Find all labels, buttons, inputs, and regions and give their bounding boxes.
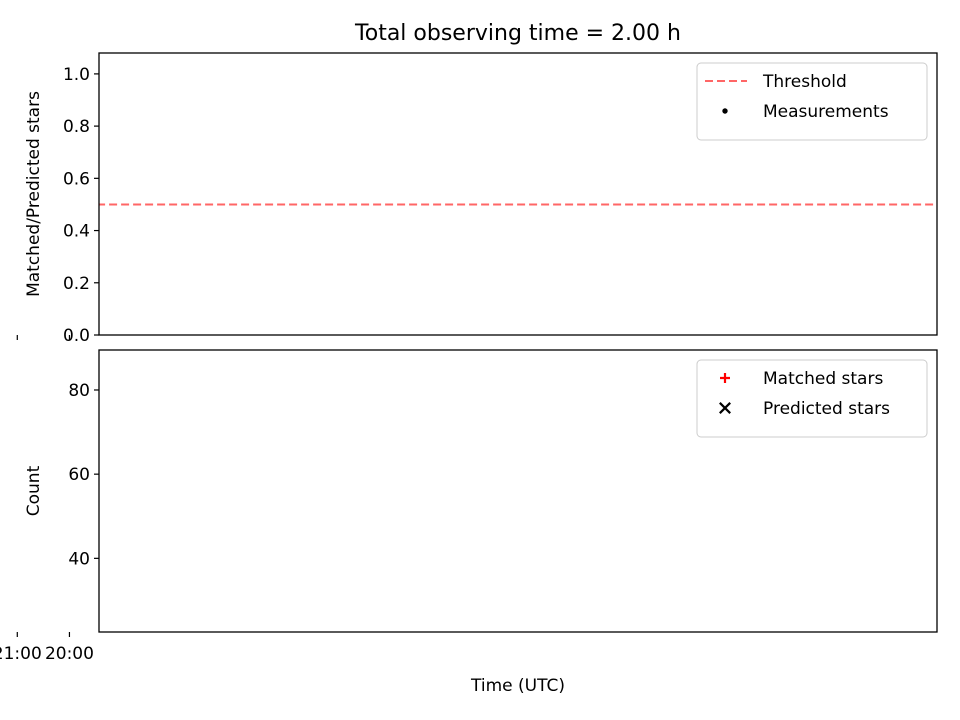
data-point bbox=[23, 423, 33, 433]
x-tick-label: 20:00 bbox=[45, 644, 94, 664]
bottom-series-matched-stars bbox=[0, 406, 90, 626]
data-point bbox=[57, 431, 67, 441]
y-tick-label: 80 bbox=[68, 381, 90, 401]
data-point bbox=[0, 570, 7, 580]
bottom-axes-frame bbox=[98, 349, 938, 633]
data-point bbox=[12, 332, 17, 337]
legend-box bbox=[696, 62, 928, 141]
top-plot-area bbox=[0, 79, 937, 337]
data-point bbox=[27, 448, 37, 458]
legend-entry-label: Predicted stars bbox=[763, 399, 890, 419]
top-plot-panel: 0.0 0.2 0.4 0.6 0.8 1.0 Matched/Predicted star… bbox=[0, 52, 938, 346]
bottom-legend: Matched stars Predicted stars bbox=[696, 359, 928, 438]
data-point bbox=[40, 389, 50, 399]
data-point bbox=[68, 515, 78, 525]
y-tick-label: 0.2 bbox=[63, 274, 90, 294]
data-point bbox=[57, 423, 67, 433]
bottom-y-axis-label: Count bbox=[24, 465, 44, 516]
data-point bbox=[62, 507, 72, 517]
data-point bbox=[55, 79, 60, 84]
legend-entry-label: Matched stars bbox=[763, 369, 883, 389]
legend-marker-swatch bbox=[720, 373, 730, 383]
top-axes-frame bbox=[98, 52, 938, 336]
data-point bbox=[70, 100, 75, 105]
y-tick-label: 60 bbox=[68, 465, 90, 485]
y-tick-label: 0.8 bbox=[63, 117, 90, 137]
data-point bbox=[0, 570, 3, 580]
legend-box bbox=[696, 359, 928, 438]
y-tick-label: 1.0 bbox=[63, 65, 90, 85]
data-point bbox=[51, 89, 56, 94]
data-point bbox=[27, 423, 37, 433]
legend-marker-swatch bbox=[719, 402, 731, 414]
data-point bbox=[1, 511, 11, 521]
data-point bbox=[10, 482, 20, 492]
legend-entry-label: Measurements bbox=[763, 102, 889, 122]
x-tick-label: 21:00 bbox=[0, 644, 42, 664]
data-point bbox=[68, 490, 78, 500]
y-tick-label: 0.4 bbox=[63, 222, 90, 242]
y-tick-label: 40 bbox=[68, 549, 90, 569]
y-tick-label: 0.0 bbox=[63, 326, 90, 346]
data-point bbox=[0, 332, 4, 337]
data-point bbox=[5, 616, 15, 626]
data-point bbox=[53, 414, 63, 424]
data-point bbox=[53, 406, 63, 416]
top-legend: Threshold Measurements bbox=[696, 62, 928, 141]
bottom-plot-panel: 40608020:0021:0022:0023:0000:0001:0002:0… bbox=[0, 349, 938, 696]
data-point bbox=[0, 332, 1, 337]
data-point bbox=[75, 108, 80, 113]
data-point bbox=[36, 406, 46, 416]
data-point bbox=[3, 144, 8, 149]
data-point bbox=[49, 414, 59, 424]
legend-entry-label: Threshold bbox=[762, 72, 847, 92]
x-axis-label: Time (UTC) bbox=[470, 676, 565, 696]
top-y-axis-label: Matched/Predicted stars bbox=[24, 91, 44, 297]
data-point bbox=[47, 118, 52, 123]
chart-title: Total observing time = 2.00 h bbox=[354, 21, 681, 46]
data-point bbox=[1, 570, 11, 580]
data-point bbox=[18, 435, 28, 445]
legend-marker-swatch bbox=[722, 108, 728, 114]
data-point bbox=[44, 389, 54, 399]
data-point bbox=[17, 332, 22, 337]
data-point bbox=[49, 393, 59, 403]
y-tick-label: 0.6 bbox=[63, 169, 90, 189]
data-point bbox=[31, 418, 41, 428]
data-point bbox=[40, 448, 50, 458]
data-point bbox=[44, 448, 54, 458]
data-point bbox=[8, 225, 13, 230]
data-point bbox=[5, 465, 15, 475]
